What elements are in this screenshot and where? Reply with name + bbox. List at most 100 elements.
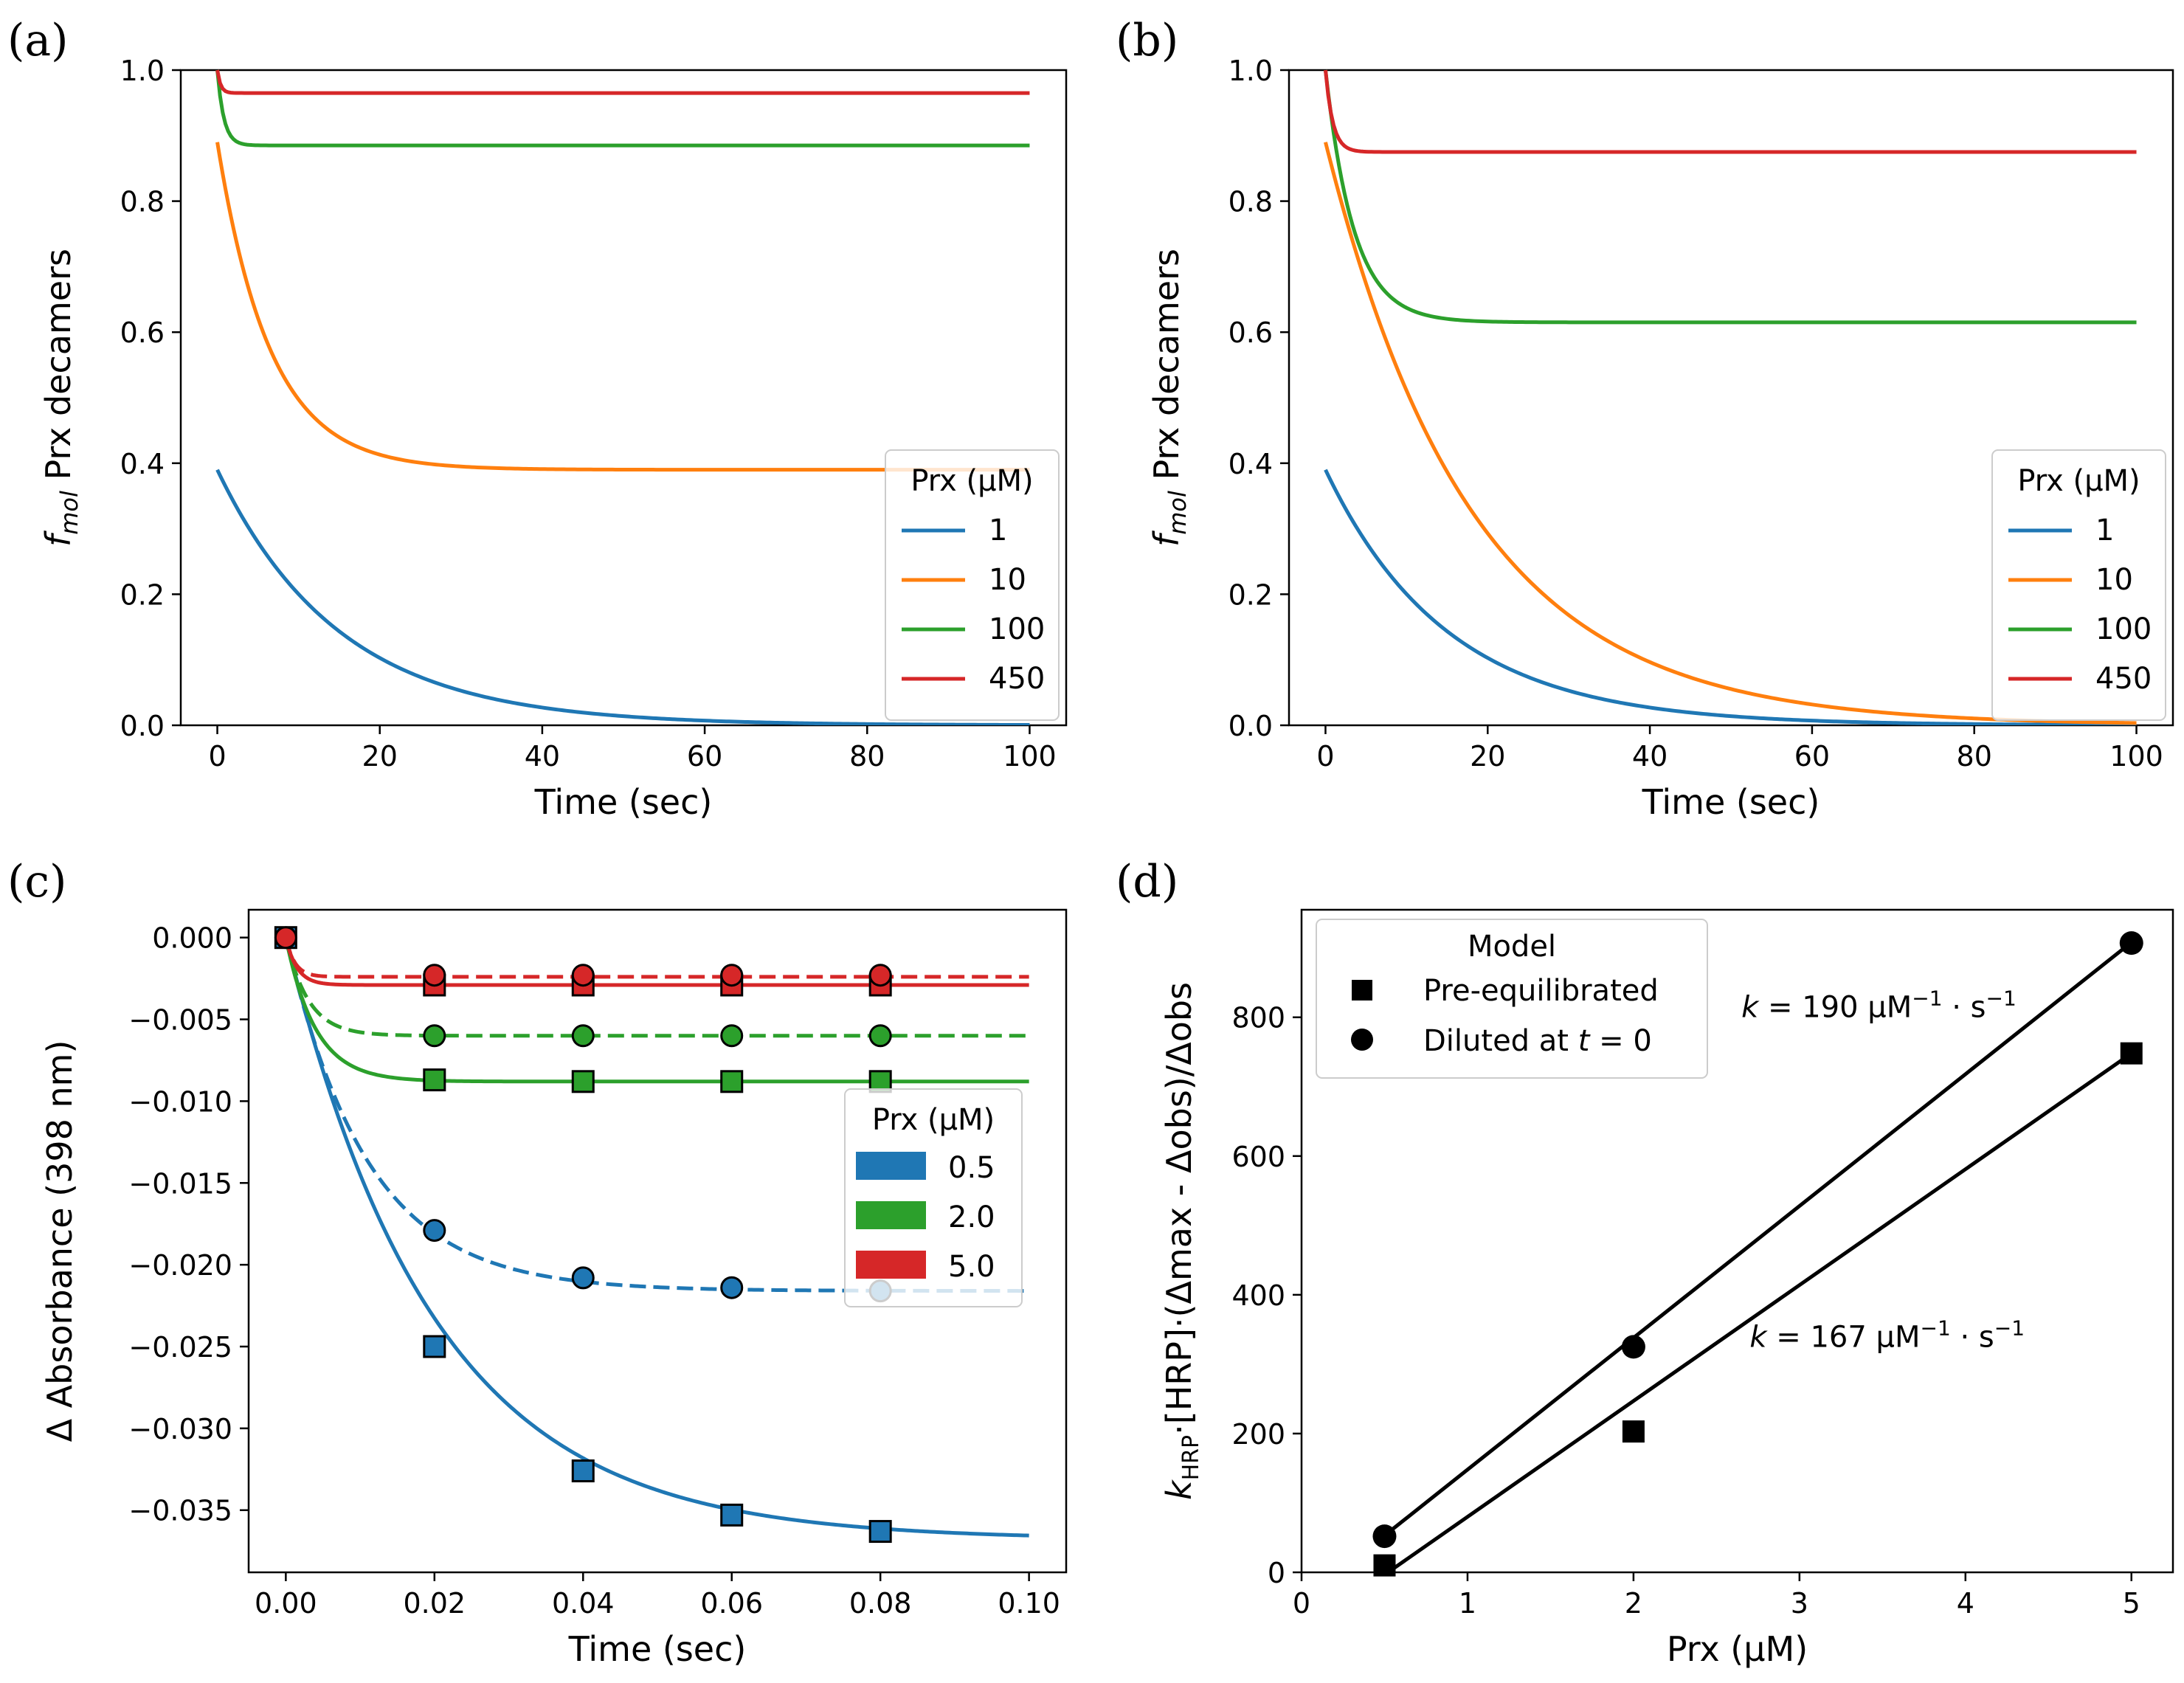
legend-title: Prx (μM) (910, 464, 1033, 498)
x-tick-label: 80 (1957, 740, 1992, 773)
y-tick-label: 800 (1231, 1002, 1285, 1034)
x-axis-label: Prx (μM) (1667, 1629, 1808, 1669)
legend-title: Model (1468, 930, 1556, 964)
y-tick-label: −0.025 (128, 1331, 232, 1364)
square-marker (2120, 1042, 2143, 1065)
x-tick-label: 20 (1470, 740, 1505, 773)
x-tick-label: 40 (525, 740, 560, 773)
series-line-100 (1323, 69, 2137, 325)
y-tick-label: 0.0 (1228, 710, 1273, 742)
circle-marker (571, 964, 595, 987)
series-dashed-2.0 (283, 937, 1029, 1038)
y-tick-label: 0.4 (1228, 448, 1273, 480)
circle-marker (868, 1024, 892, 1048)
circle-marker (571, 1024, 595, 1048)
axes-frame (179, 69, 1068, 727)
y-tick-label: 1.0 (120, 55, 165, 87)
legend: Prx (μM) 0.5 2.0 5.0 (844, 1088, 1023, 1307)
y-axis-label: kHRP·[HRP]·(Δmax - Δobs)/Δobs (1159, 982, 1204, 1500)
panel-label: (a) (7, 15, 69, 66)
y-axis-label: fmol Prx decamers (38, 249, 83, 547)
x-tick-label: 0.00 (255, 1587, 317, 1620)
legend-label: 450 (2095, 662, 2152, 696)
panel-label: (b) (1116, 15, 1178, 66)
fit-line (1380, 941, 2133, 1540)
circle-marker (720, 1276, 744, 1299)
series-line-450 (215, 69, 1030, 95)
x-tick-label: 4 (1957, 1587, 1974, 1620)
x-axis-label: Time (sec) (1642, 782, 1820, 822)
square-marker (868, 1520, 892, 1544)
square-marker (720, 1070, 744, 1093)
y-axis-label: Δ Absorbance (398 nm) (40, 1040, 80, 1442)
circle-marker (868, 964, 892, 987)
legend: Prx (μM) 1 10 100 450 (885, 449, 1060, 721)
circle-marker (720, 1024, 744, 1048)
series-line-450 (1323, 69, 2137, 154)
square-marker (571, 1459, 595, 1483)
axes-frame (247, 908, 1068, 1574)
x-tick-label: 60 (1794, 740, 1830, 773)
legend-label: 1 (989, 514, 1007, 547)
y-tick-label: 600 (1231, 1141, 1285, 1173)
legend-label: 2.0 (948, 1200, 995, 1234)
circle-marker (274, 926, 297, 950)
y-tick-label: −0.005 (128, 1004, 232, 1037)
x-tick-label: 80 (849, 740, 885, 773)
y-tick-label: 0 (1268, 1557, 1285, 1589)
square-marker (571, 1070, 595, 1093)
circle-marker (1372, 1524, 1397, 1549)
y-tick-label: 0.2 (1228, 578, 1273, 611)
y-tick-label: 1.0 (1228, 55, 1273, 87)
rate-annotation: k = 167 μM−1 · s−1 (1749, 1316, 2025, 1354)
axes-panel-3: (d) 0 1 2 3 4 5 0 200 400 600 800 Prx (μM) kHRP·[HRP]… (1116, 856, 2174, 1669)
y-axis-label: fmol Prx decamers (1147, 249, 1192, 547)
legend-label: Pre-equilibrated (1423, 974, 1659, 1008)
axes-panel-1: (b) 0 20 40 60 80 100 0.0 0.2 0.4 0.6 0.8 1.0 Time (s… (1116, 15, 2174, 822)
legend-frame (1316, 919, 1708, 1079)
legend-swatch (856, 1152, 926, 1180)
axes-panel-0: (a) 0 20 40 60 80 100 0.0 0.2 0.4 0.6 0.8 1.0 Time (s… (7, 15, 1068, 822)
y-tick-label: 0.0 (120, 710, 165, 742)
y-tick-label: 0.4 (120, 448, 165, 480)
y-tick-label: 0.8 (1228, 186, 1273, 218)
x-tick-label: 3 (1791, 1587, 1808, 1620)
circle-marker (1621, 1335, 1645, 1359)
x-tick-label: 0.02 (404, 1587, 466, 1620)
y-tick-label: −0.035 (128, 1495, 232, 1527)
y-tick-label: 0.8 (120, 186, 165, 218)
y-tick-label: 0.000 (152, 922, 232, 955)
series-solid-2.0 (283, 937, 1029, 1084)
x-tick-label: 1 (1459, 1587, 1476, 1620)
x-tick-label: 0 (208, 740, 226, 773)
legend-label: 0.5 (948, 1151, 995, 1185)
x-tick-label: 0.08 (849, 1587, 912, 1620)
fit-line (1384, 1051, 2133, 1572)
legend-title: Prx (μM) (2017, 464, 2140, 498)
axes-panel-2: (c) 0.00 0.02 0.04 0.06 0.08 0.10 0.000 −0.005 −0… (7, 856, 1068, 1669)
square-marker (1622, 1420, 1645, 1443)
x-tick-label: 5 (2123, 1587, 2140, 1620)
legend: Model Pre-equilibrated Diluted at t = 0 (1316, 919, 1708, 1079)
x-tick-label: 0.06 (700, 1587, 763, 1620)
axes-frame (1288, 69, 2174, 727)
legend-label: 450 (989, 662, 1045, 696)
axes-frame (1300, 908, 2174, 1574)
series-line-100 (215, 69, 1030, 148)
series-line-1 (1324, 469, 2137, 725)
y-tick-label: 0.6 (120, 317, 165, 349)
y-tick-label: 0.2 (120, 578, 165, 611)
legend-label: 10 (2095, 563, 2133, 597)
circle-marker (2119, 931, 2143, 955)
legend-label: 10 (989, 563, 1026, 597)
series-solid-0.5 (283, 937, 1029, 1538)
legend-swatch (856, 1251, 926, 1279)
y-tick-label: 400 (1231, 1279, 1285, 1312)
legend-frame (1991, 449, 2166, 721)
legend-swatch (856, 1201, 926, 1229)
panel-label: (d) (1116, 856, 1178, 908)
y-tick-label: −0.015 (128, 1167, 232, 1200)
legend-label: 1 (2095, 514, 2114, 547)
x-tick-label: 0.04 (552, 1587, 615, 1620)
